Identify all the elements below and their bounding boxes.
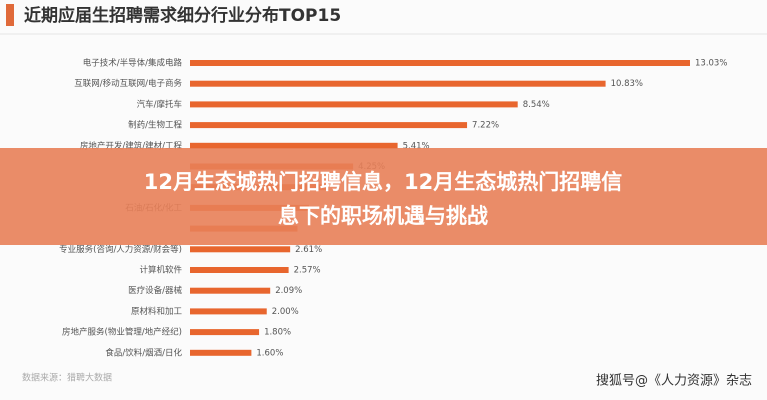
bar <box>190 142 398 149</box>
value-label: 1.60% <box>256 348 283 358</box>
category-label: 汽车/摩托车 <box>137 99 182 110</box>
category-label: 计算机软件 <box>139 265 182 276</box>
value-label: 8.54% <box>523 100 550 110</box>
value-label: 2.09% <box>275 286 302 296</box>
bar <box>190 287 271 294</box>
bar <box>190 101 518 108</box>
bar <box>190 80 606 87</box>
value-label: 5.41% <box>403 141 430 151</box>
bar <box>190 349 252 356</box>
source: 数据来源：猎聘大数据 <box>22 372 112 384</box>
banner-bg <box>0 148 767 245</box>
category-label: 电子技术/半导体/集成电路 <box>83 58 183 69</box>
category-label: 专业服务(咨询/人力资源/财会等) <box>59 244 182 255</box>
category-label: 房地产服务(物业管理/地产经纪) <box>62 327 182 338</box>
value-label: 10.83% <box>611 79 643 89</box>
value-label: 2.57% <box>294 266 321 276</box>
bar <box>190 267 289 273</box>
bar <box>190 122 468 129</box>
bar <box>190 329 260 336</box>
chart-title: 近期应届生招聘需求细分行业分布TOP15 <box>24 5 341 26</box>
value-label: 13.03% <box>695 59 727 69</box>
category-label: 原材料和加工 <box>131 306 183 317</box>
value-label: 1.80% <box>264 328 291 338</box>
value-label: 7.22% <box>472 121 499 131</box>
bar <box>190 60 690 66</box>
category-label: 制药/生物工程 <box>128 120 182 131</box>
banner-text: 息下的职场机遇与挑战 <box>278 204 488 228</box>
category-label: 房地产开发/建筑/建材/工程 <box>80 140 183 151</box>
bar <box>190 308 267 315</box>
category-label: 医疗设备/器械 <box>128 285 182 296</box>
bar <box>190 246 291 253</box>
value-label: 2.00% <box>272 307 299 317</box>
banner-text: 12月生态城热门招聘信息，12月生态城热门招聘信 <box>144 170 622 194</box>
title-icon <box>6 4 14 26</box>
watermark: 搜狐号@《人力资源》杂志 <box>596 374 752 389</box>
value-label: 2.61% <box>295 245 322 255</box>
category-label: 互联网/移动互联网/电子商务 <box>74 78 182 89</box>
category-label: 食品/饮料/烟酒/日化 <box>105 347 182 358</box>
